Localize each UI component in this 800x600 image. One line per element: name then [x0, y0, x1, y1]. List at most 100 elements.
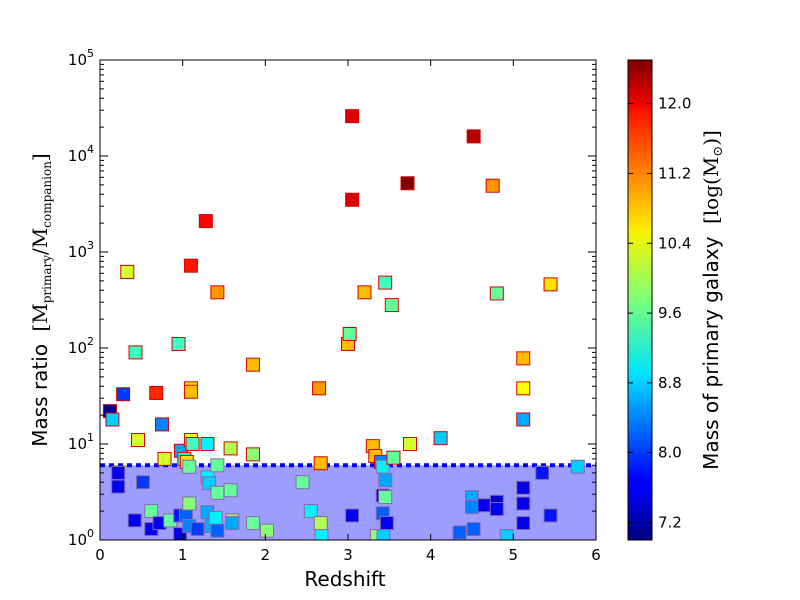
data-point — [183, 384, 198, 399]
data-point — [386, 450, 401, 465]
data-point — [543, 277, 558, 292]
data-point — [400, 176, 415, 191]
data-point — [105, 412, 120, 427]
data-point — [198, 214, 213, 229]
y-tick-label: 105 — [68, 47, 94, 69]
colorbar-tick-label: 8.0 — [658, 444, 682, 462]
x-axis-ticks: 0 1 2 3 4 5 6 — [95, 60, 601, 564]
colorbar-tick-label: 7.2 — [658, 514, 682, 532]
y-axis-title-math-2: /M — [28, 228, 52, 255]
data-point — [465, 500, 479, 515]
y-tick-label: 101 — [68, 431, 94, 453]
data-point — [245, 447, 260, 462]
data-point — [485, 178, 500, 193]
data-point — [245, 357, 260, 372]
colorbar — [627, 59, 653, 541]
y-axis-title-sub-2: companion — [40, 161, 54, 228]
data-point — [570, 459, 585, 474]
data-point — [312, 381, 327, 396]
colorbar-title-sub: ⊙ — [711, 146, 726, 157]
colorbar-title-math-1: [log(M — [699, 157, 723, 224]
data-point — [345, 508, 360, 523]
colorbar-tick-label: 10.4 — [658, 234, 691, 252]
y-axis-title-math-3: ] — [28, 153, 52, 161]
data-point — [149, 385, 164, 400]
data-point — [182, 459, 197, 474]
data-point — [295, 475, 310, 490]
data-point — [378, 490, 393, 505]
data-point — [466, 522, 481, 537]
x-tick-label: 6 — [591, 546, 601, 564]
data-point — [403, 437, 417, 451]
y-axis-title-sub-1: primary — [40, 255, 54, 304]
data-point — [182, 496, 197, 511]
data-point — [357, 285, 372, 300]
colorbar-tick-label: 8.8 — [658, 374, 682, 392]
x-tick-label: 5 — [509, 546, 519, 564]
x-tick-label: 1 — [178, 546, 188, 564]
data-point — [535, 465, 550, 480]
data-point — [223, 441, 238, 456]
colorbar-title-prefix: Mass of primary galaxy — [699, 236, 723, 470]
data-point — [489, 502, 504, 517]
data-point — [379, 516, 394, 531]
data-point — [516, 351, 531, 366]
colorbar-tick-label: 9.6 — [658, 304, 682, 322]
data-point — [225, 516, 240, 531]
colorbar-tick-label: 11.2 — [658, 164, 691, 182]
data-point — [516, 516, 531, 531]
colorbar-title: Mass of primary galaxy [log(M⊙)] — [699, 130, 726, 470]
data-point — [127, 513, 142, 528]
data-point — [144, 504, 159, 519]
data-point — [111, 479, 126, 494]
data-point — [489, 286, 504, 301]
data-point — [171, 337, 186, 352]
y-tick-label: 100 — [68, 527, 94, 549]
data-point — [200, 437, 215, 451]
data-point — [128, 345, 143, 360]
data-point — [466, 129, 481, 144]
data-point — [378, 473, 393, 488]
colorbar-ticks: 7.2 8.0 8.8 9.6 10.4 11.2 12.0 — [628, 95, 691, 532]
colorbar-tick-label: 12.0 — [658, 95, 691, 113]
data-point — [516, 412, 531, 427]
data-point — [190, 522, 205, 537]
data-point — [303, 504, 318, 519]
x-axis-title: Redshift — [304, 567, 385, 591]
data-point — [516, 496, 531, 511]
x-tick-label: 3 — [343, 546, 353, 564]
data-point — [155, 417, 169, 432]
data-point — [345, 192, 360, 207]
data-point — [384, 298, 399, 313]
data-point — [245, 516, 260, 531]
data-point — [452, 525, 467, 540]
data-point — [477, 498, 492, 513]
data-point — [223, 483, 238, 498]
data-point — [157, 451, 172, 466]
y-tick-label: 102 — [68, 335, 94, 357]
y-axis-title-prefix: Mass ratio — [28, 344, 52, 447]
data-point — [259, 523, 274, 538]
data-point — [342, 326, 357, 341]
data-point — [131, 433, 146, 448]
data-point — [516, 480, 531, 495]
y-axis-title-math-1: [M — [28, 303, 52, 331]
data-point — [314, 529, 329, 540]
data-point — [376, 529, 391, 540]
data-point — [210, 523, 225, 538]
svg-text:Mass of primary galaxy [: Mass of primary galaxy [log(M⊙)] — [699, 130, 726, 470]
data-point — [183, 258, 198, 273]
x-tick-label: 2 — [261, 546, 271, 564]
data-point — [135, 475, 150, 490]
data-point — [116, 387, 131, 402]
data-points — [102, 109, 585, 540]
data-point — [210, 485, 225, 500]
data-point — [378, 275, 393, 290]
y-axis-title: Mass ratio [Mprimary/Mcompanion] — [28, 153, 54, 447]
x-tick-label: 4 — [426, 546, 436, 564]
x-tick-label: 0 — [95, 546, 105, 564]
data-point — [185, 437, 200, 451]
data-point — [210, 458, 225, 473]
data-point — [111, 465, 126, 480]
